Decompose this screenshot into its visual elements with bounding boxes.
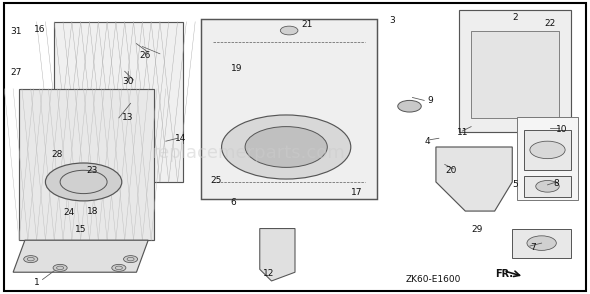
Polygon shape xyxy=(13,240,148,272)
Text: 16: 16 xyxy=(34,25,45,34)
Text: 3: 3 xyxy=(389,16,395,25)
Text: 12: 12 xyxy=(263,269,274,278)
Text: 8: 8 xyxy=(553,179,559,188)
Text: 1: 1 xyxy=(34,278,40,287)
FancyBboxPatch shape xyxy=(460,10,571,132)
Text: 5: 5 xyxy=(512,180,518,189)
Circle shape xyxy=(112,264,126,271)
FancyBboxPatch shape xyxy=(54,22,183,182)
FancyBboxPatch shape xyxy=(524,176,571,196)
Text: 2: 2 xyxy=(512,13,518,22)
Text: 28: 28 xyxy=(51,150,63,159)
Text: 23: 23 xyxy=(87,166,98,175)
Circle shape xyxy=(527,236,556,250)
Text: 19: 19 xyxy=(231,64,242,73)
Text: 17: 17 xyxy=(351,188,362,197)
Circle shape xyxy=(530,141,565,159)
Text: 10: 10 xyxy=(556,125,568,134)
Text: 30: 30 xyxy=(122,77,133,86)
Text: 18: 18 xyxy=(87,207,98,216)
Circle shape xyxy=(24,255,38,263)
Text: 27: 27 xyxy=(11,68,22,77)
Circle shape xyxy=(398,101,421,112)
FancyBboxPatch shape xyxy=(471,31,559,118)
Circle shape xyxy=(245,127,327,167)
Text: 22: 22 xyxy=(545,19,556,28)
Text: 31: 31 xyxy=(10,27,22,36)
Text: 26: 26 xyxy=(140,51,151,60)
Polygon shape xyxy=(436,147,512,211)
Text: 11: 11 xyxy=(457,128,468,137)
Text: 4: 4 xyxy=(424,137,430,146)
Text: 6: 6 xyxy=(231,198,236,207)
Text: replacemerparts.com: replacemerparts.com xyxy=(151,144,345,162)
Polygon shape xyxy=(260,228,295,281)
Text: 7: 7 xyxy=(530,243,536,252)
Circle shape xyxy=(536,181,559,192)
Text: 21: 21 xyxy=(301,20,313,29)
Text: 29: 29 xyxy=(471,225,483,235)
Text: 9: 9 xyxy=(427,96,433,105)
Polygon shape xyxy=(512,228,571,258)
Text: FR.: FR. xyxy=(494,269,513,279)
Circle shape xyxy=(123,255,137,263)
Text: 25: 25 xyxy=(210,176,221,185)
Circle shape xyxy=(280,26,298,35)
Circle shape xyxy=(45,163,122,201)
FancyBboxPatch shape xyxy=(201,19,377,199)
Text: 15: 15 xyxy=(75,225,86,235)
Text: 14: 14 xyxy=(175,134,186,143)
FancyBboxPatch shape xyxy=(524,130,571,170)
Text: 24: 24 xyxy=(63,208,74,217)
FancyBboxPatch shape xyxy=(19,89,154,240)
Circle shape xyxy=(53,264,67,271)
Text: 13: 13 xyxy=(122,113,133,122)
Circle shape xyxy=(222,115,351,179)
Text: 20: 20 xyxy=(445,166,456,175)
FancyBboxPatch shape xyxy=(517,117,578,200)
Text: ZK60-E1600: ZK60-E1600 xyxy=(405,275,461,284)
